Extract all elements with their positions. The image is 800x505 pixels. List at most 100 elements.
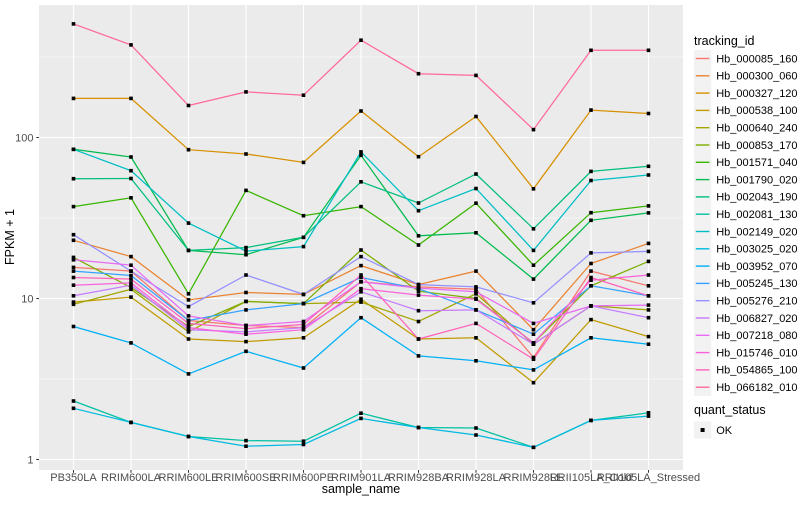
data-point [186,147,191,152]
data-point [646,111,651,116]
data-point [589,261,593,266]
data-point [129,420,133,425]
data-point [474,321,478,326]
legend-title-tracking-id: tracking_id [694,34,754,48]
x-tick-label: RRIM600PE [273,472,334,484]
data-point [646,204,651,208]
data-point [244,332,248,336]
data-point [186,292,191,296]
data-point [531,341,536,345]
x-tick-label: PB350LA [50,472,97,484]
x-tick-label: RRIM928LA [446,472,507,484]
data-point [589,218,593,223]
data-point [301,439,306,443]
data-point [589,317,593,322]
data-point [129,168,133,173]
legend-label: Hb_000300_060 [716,71,797,83]
data-point [71,96,76,101]
data-point [129,273,133,278]
data-point [531,227,536,231]
data-point [186,103,191,108]
data-point [301,442,306,447]
data-point [71,406,76,411]
data-point [589,48,593,53]
data-point [71,238,76,243]
data-point [244,339,248,344]
data-point [359,273,363,277]
data-point [531,127,536,132]
data-point [186,221,191,225]
data-point [589,284,593,288]
data-point [474,290,478,294]
legend-label: Hb_005276_210 [716,296,797,308]
data-point [359,275,363,280]
axis-layer: 1 10 100 PB350LA RRIM600LARRIM600LERRIM600SE… [15,132,700,484]
legend-label: Hb_000538_100 [716,105,797,117]
legend-label: Hb_000853_170 [716,140,797,152]
data-point [71,302,76,307]
quant-legend-label: OK [716,425,733,437]
data-point [531,263,536,267]
legend-label: Hb_002149_020 [716,226,797,238]
data-point [129,269,133,273]
legend-layer: Hb_000085_160 Hb_000300_060 Hb_000327_120 H… [694,49,798,439]
data-point [71,324,76,329]
data-point [531,357,536,361]
data-point [474,297,478,301]
data-point [416,201,421,205]
legend-label: Hb_000640_240 [716,123,797,135]
data-point [359,254,363,259]
data-point [474,269,478,273]
data-point [244,273,248,277]
data-point [71,204,76,209]
data-point [416,208,421,213]
legend-label: Hb_007218_080 [716,330,797,342]
quant-point-swatch [700,428,705,432]
legend-label: Hb_005245_130 [716,278,797,290]
data-point [129,254,133,259]
data-point [359,248,363,252]
data-point [359,280,363,284]
data-point [301,244,306,249]
data-point [244,326,248,331]
data-point [531,277,536,281]
data-point [186,248,191,253]
data-point [359,263,363,268]
data-point [301,301,306,306]
data-point [416,293,421,297]
data-point [531,380,536,385]
data-point [129,43,133,47]
data-point [359,286,363,291]
data-point [129,285,133,290]
data-point [646,308,651,312]
x-tick-label: RRIM928BA [388,472,450,484]
data-point [244,323,248,328]
data-point [301,235,306,240]
data-point [474,285,478,289]
data-point [646,414,651,418]
data-point [531,332,536,336]
data-point [244,245,248,250]
legend-title-quant-status: quant_status [694,403,766,417]
data-point [244,90,248,94]
data-point [531,248,536,253]
x-axis-title: sample_name [322,482,401,496]
data-point [71,300,76,304]
data-point [416,319,421,324]
x-tick-label: RRIM928LE [504,472,564,484]
data-point [531,301,536,305]
data-point [301,322,306,327]
data-point [416,243,421,247]
data-point [646,411,651,415]
y-tick-label: 1 [27,454,33,466]
data-point [186,327,191,332]
legend-label: Hb_000327_120 [716,88,797,100]
data-point [244,438,248,443]
data-point [474,433,478,437]
data-point [359,300,363,304]
data-point [359,180,363,184]
data-point [359,109,363,113]
data-point [71,399,76,403]
data-point [474,73,478,78]
